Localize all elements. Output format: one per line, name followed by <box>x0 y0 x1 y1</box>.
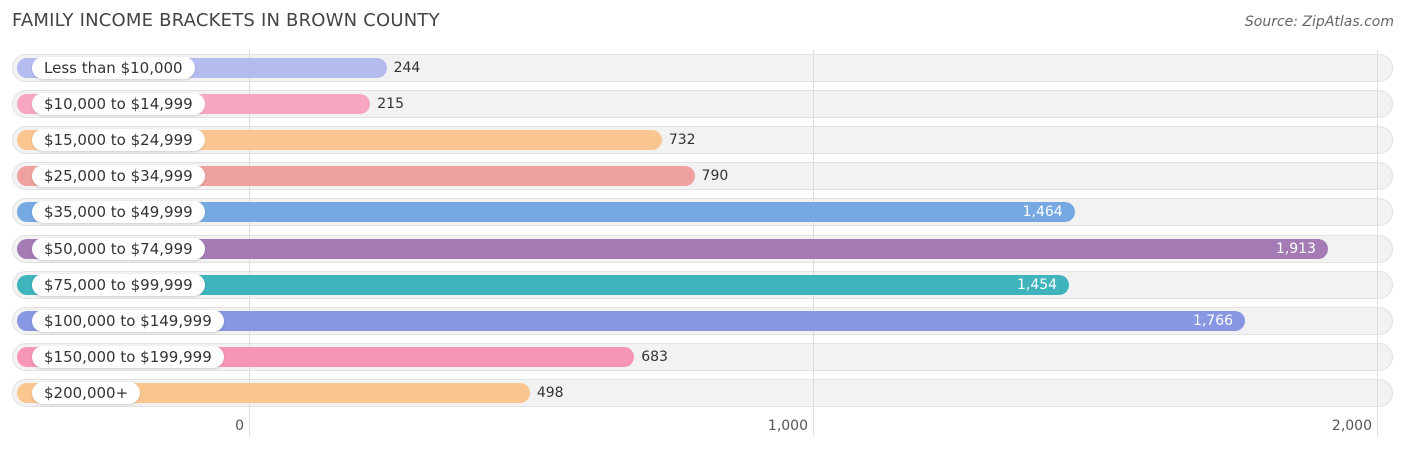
bar <box>17 238 1328 259</box>
value-label: 1,766 <box>1192 312 1234 329</box>
value-label: 1,464 <box>1022 204 1063 221</box>
category-label: $15,000 to $24,999 <box>32 129 205 152</box>
x-tick-label: 1,000 <box>767 418 808 434</box>
category-label: $200,000+ <box>32 381 141 404</box>
category-label: $25,000 to $34,999 <box>32 165 205 188</box>
bar <box>17 382 530 403</box>
value-label: 732 <box>668 132 696 149</box>
value-label: 498 <box>536 384 564 401</box>
gridline <box>1377 50 1378 436</box>
chart-title: FAMILY INCOME BRACKETS IN BROWN COUNTY <box>12 10 440 31</box>
value-label: 215 <box>377 96 404 113</box>
value-label: 244 <box>393 60 421 76</box>
value-label: 683 <box>641 348 668 365</box>
category-label: $75,000 to $99,999 <box>32 273 205 296</box>
category-label: $10,000 to $14,999 <box>32 93 205 116</box>
value-label: 1,913 <box>1275 240 1316 257</box>
category-label: $35,000 to $49,999 <box>32 201 205 224</box>
category-label: $50,000 to $74,999 <box>32 237 205 260</box>
x-tick-label: 0 <box>235 418 244 434</box>
value-label: 1,454 <box>1016 276 1058 293</box>
bar <box>17 274 1070 295</box>
category-label: $100,000 to $149,999 <box>32 309 224 332</box>
bar <box>17 202 1075 223</box>
chart-source: Source: ZipAtlas.com <box>1244 14 1394 30</box>
bar <box>17 310 1246 331</box>
x-tick-label: 2,000 <box>1331 418 1372 434</box>
category-label: $150,000 to $199,999 <box>32 345 224 368</box>
category-label: Less than $10,000 <box>32 57 195 79</box>
value-label: 790 <box>701 168 729 185</box>
